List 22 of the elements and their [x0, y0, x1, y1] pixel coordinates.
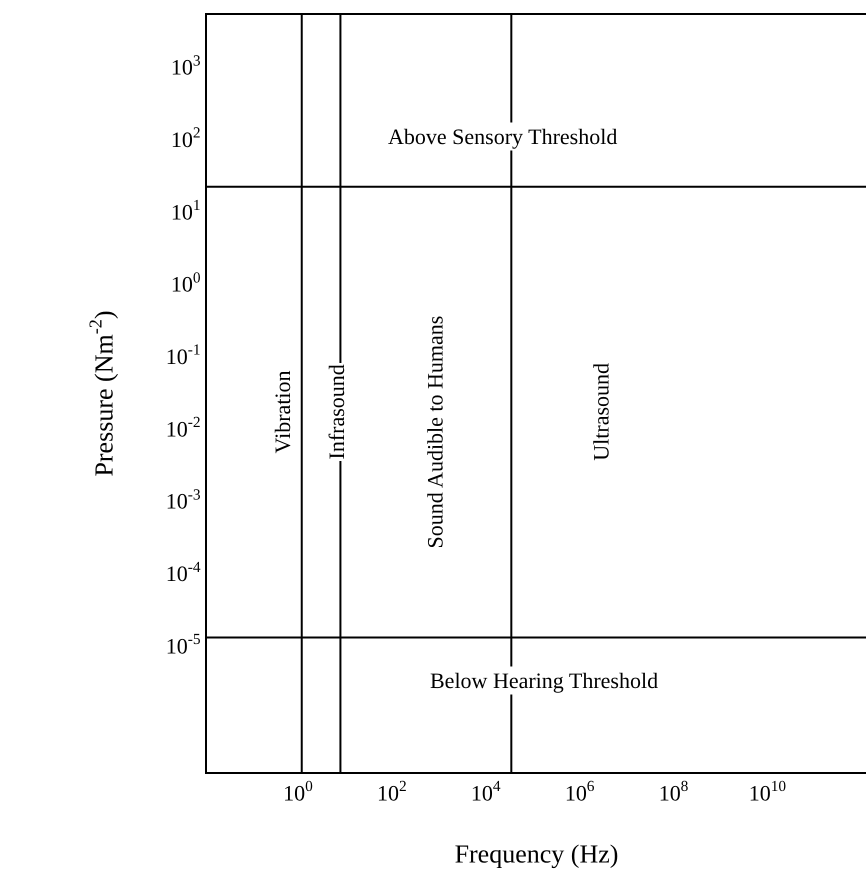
x-axis-title: Frequency (Hz) [454, 840, 618, 869]
y-tick-label: 10$^{-1}$ [166, 342, 201, 369]
annotation: Infrasound [324, 364, 350, 460]
x-tick-label: 10$^{6}$ [564, 778, 595, 806]
annotation: Below Hearing Threshold [430, 668, 658, 693]
x-tick-label: 10$^{2}$ [377, 778, 407, 806]
y-tick-label: 10$^{-2}$ [166, 414, 201, 442]
x-tick-label: 10$^{10}$ [748, 778, 786, 806]
y-tick-label: 10$^{-3}$ [166, 486, 201, 514]
x-tick-label: 10$^{0}$ [283, 778, 314, 806]
y-tick-label: 10$^{0}$ [170, 269, 201, 297]
annotation: Sound Audible to Humans [422, 316, 448, 548]
x-tick-label: 10$^{4}$ [470, 778, 501, 806]
y-tick-label: 10$^{-5}$ [166, 631, 201, 658]
y-tick-label: 10$^{2}$ [170, 124, 201, 152]
y-tick-label: 10$^{3}$ [170, 52, 201, 80]
y-tick-label: 10$^{-4}$ [166, 558, 201, 586]
annotation: Ultrasound [588, 362, 614, 461]
annotation: Above Sensory Threshold [388, 124, 618, 149]
y-tick-label: 10$^{1}$ [170, 197, 201, 224]
annotation: Vibration [270, 370, 296, 454]
x-tick-label: 10$^{8}$ [658, 778, 689, 806]
